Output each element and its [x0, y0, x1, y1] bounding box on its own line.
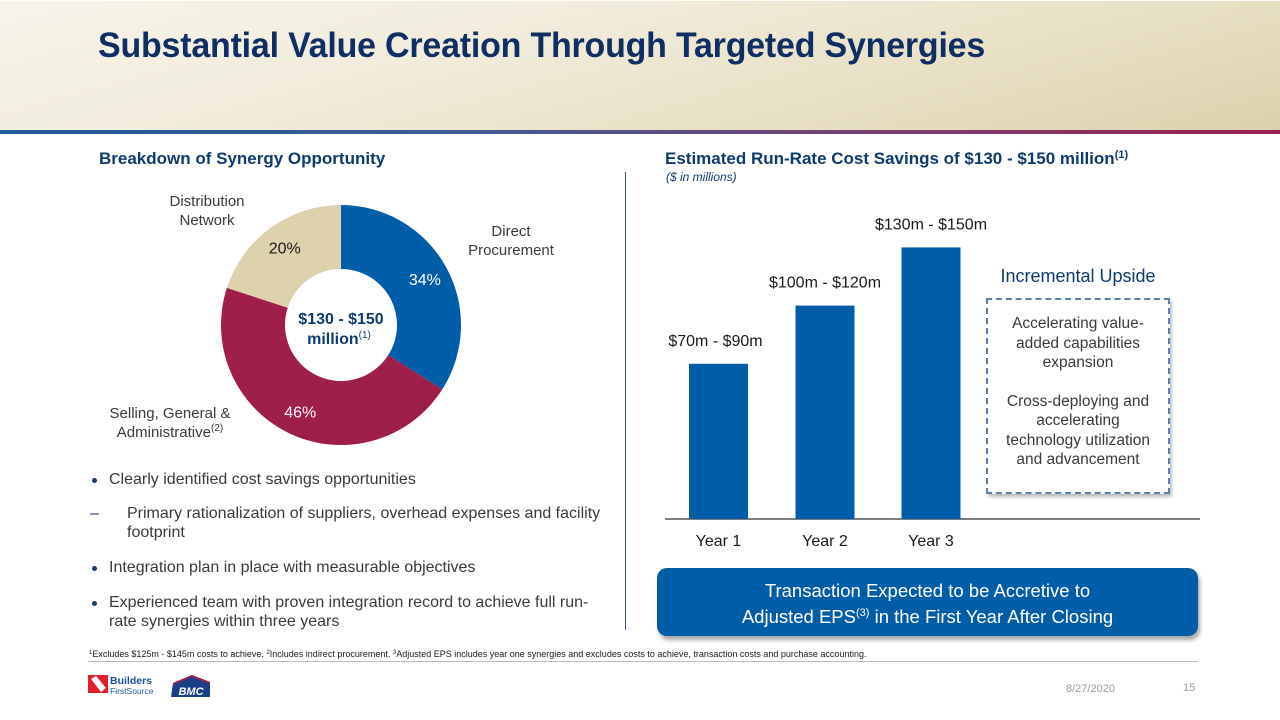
bfs-wordmark-line2: FirstSource [110, 686, 154, 696]
run-rate-savings-heading-text: Estimated Run-Rate Cost Savings of $130 … [665, 149, 1115, 168]
sub-bullet-item: Primary rationalization of suppliers, ov… [90, 504, 610, 542]
header-divider-stripe [0, 130, 1280, 134]
donut-center-unit: million(1) [307, 330, 371, 348]
upside-item: Cross-deploying and accelerating technol… [1006, 392, 1150, 469]
page-title: Substantial Value Creation Through Targe… [98, 26, 986, 65]
donut-category-label: Direct [491, 223, 531, 240]
donut-percent-label: 46% [284, 405, 316, 422]
x-tick-label: Year 1 [696, 533, 742, 550]
bar-year-1 [689, 363, 748, 519]
footnote-1: Excludes $125m - $145m costs to achieve. [92, 649, 267, 659]
run-rate-savings-heading: Estimated Run-Rate Cost Savings of $130 … [665, 149, 1128, 169]
x-tick-label: Year 3 [908, 533, 954, 550]
donut-category-label: Network [179, 212, 235, 229]
bar-year-2 [795, 305, 855, 519]
incremental-upside-title: Incremental Upside [1000, 266, 1156, 286]
bmc-logo: BMC [171, 675, 210, 698]
callout-line-1: Transaction Expected to be Accretive to [764, 580, 1091, 601]
callout-text: in the First Year After Closing [869, 606, 1114, 627]
footnote-marker: 2 [266, 650, 270, 656]
units-note: ($ in millions) [666, 170, 737, 184]
donut-slice [341, 205, 462, 390]
footnote-3: Adjusted EPS includes year one synergies… [396, 649, 867, 659]
upside-item: Accelerating value-added capabilities ex… [1012, 315, 1144, 371]
donut-slice [220, 287, 443, 445]
page-number: 15 [1183, 682, 1196, 694]
bar-data-label: $70m - $90m [668, 333, 762, 350]
bar-data-label: $130m - $150m [875, 216, 987, 233]
bmc-roof-icon [173, 675, 210, 685]
footnote-ref-1: (1) [1114, 149, 1129, 161]
donut-slice [226, 205, 341, 308]
footnote-ref-3: (3) [855, 607, 870, 619]
bar-year-3 [901, 247, 961, 519]
bfs-wordmark-line1: Builders [110, 675, 152, 687]
accretion-callout: Transaction Expected to be Accretive to … [657, 568, 1198, 636]
footnote-ref-2: (2) [211, 423, 223, 434]
section-divider [625, 172, 626, 630]
callout-line-2: Adjusted EPS(3) in the First Year After … [657, 602, 1198, 628]
footnotes: 1Excludes $125m - $145m costs to achieve… [89, 649, 866, 659]
donut-percent-label: 20% [269, 241, 301, 258]
footnote-ref-1: (1) [359, 330, 371, 341]
incremental-upside-box: Accelerating value-added capabilities ex… [986, 298, 1170, 494]
synergy-breakdown-heading: Breakdown of Synergy Opportunity [99, 149, 386, 168]
donut-center-value: $130 - $150 [298, 311, 384, 328]
footnote-2: Includes indirect procurement. [269, 649, 393, 659]
header-band [0, 0, 1280, 130]
synergy-donut-chart: 34% Direct Procurement 46% Selling, General … [110, 193, 555, 445]
donut-percent-label: 34% [409, 272, 441, 289]
donut-category-label: Selling, General & [110, 405, 231, 422]
donut-category-label: Distribution [169, 193, 244, 210]
bmc-wordmark: BMC [178, 686, 204, 698]
bullet-item: Experienced team with proven integration… [90, 593, 610, 631]
bar-data-label: $100m - $120m [769, 275, 881, 292]
bullet-item: Clearly identified cost savings opportun… [90, 470, 610, 489]
bullet-item: Integration plan in place with measurabl… [90, 558, 610, 577]
slide-date: 8/27/2020 [1066, 683, 1115, 695]
callout-text: Adjusted EPS [741, 606, 856, 627]
builders-firstsource-logo: Builders FirstSource [88, 675, 154, 696]
x-tick-label: Year 2 [802, 533, 848, 550]
footnote-rule [88, 661, 1198, 662]
bullet-list: Clearly identified cost savings opportun… [90, 470, 610, 647]
footnote-marker: 3 [392, 650, 397, 656]
donut-category-label: Procurement [468, 242, 555, 259]
donut-category-label: Administrative(2) [117, 423, 223, 441]
footnote-marker: 1 [89, 650, 93, 656]
bfs-mark-stripe [91, 676, 106, 692]
